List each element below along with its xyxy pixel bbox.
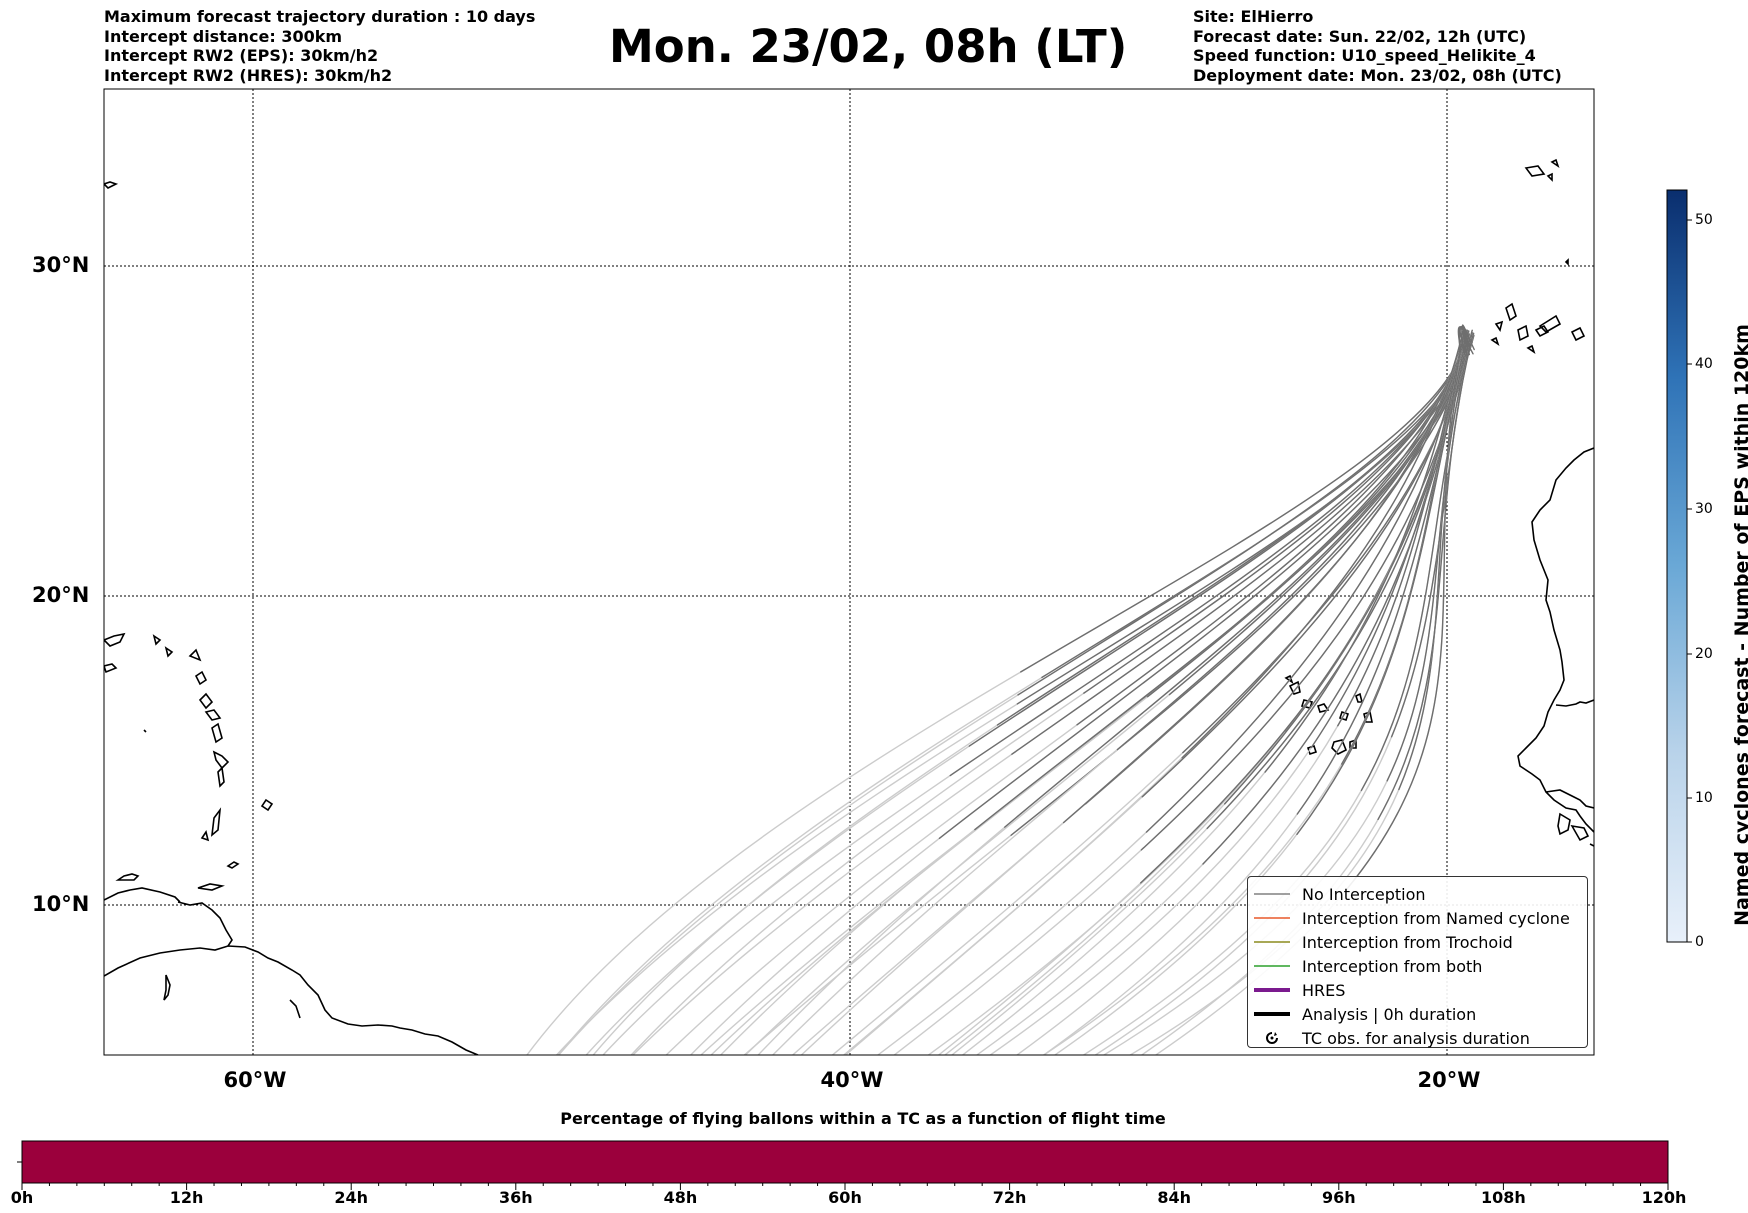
colorbar-tick: 20 — [1695, 646, 1713, 662]
intercept-distance-text: Intercept distance: 300km — [104, 26, 343, 46]
trajectory-line-recent — [791, 329, 1465, 1055]
cyclone-icon — [1254, 1030, 1290, 1046]
time-tick-label: 24h — [334, 1188, 369, 1207]
time-tick-label: 72h — [992, 1188, 1027, 1207]
lat-label-30n: 30°N — [32, 253, 90, 277]
time-tick-label: 120h — [1641, 1188, 1687, 1207]
site-text: Site: ElHierro — [1193, 7, 1314, 26]
lat-label-10n: 10°N — [32, 892, 90, 916]
time-bar-fill — [21, 1140, 1669, 1184]
trajectory-line-recent — [710, 333, 1463, 1055]
trajectory-line-recent — [1042, 334, 1464, 1055]
forecast-info: Site: ElHierro Forecast date: Sun. 22/02… — [1193, 7, 1562, 85]
trajectory-line-recent — [842, 331, 1464, 1055]
time-tick-label: 108h — [1480, 1188, 1526, 1207]
intercept-hres-text: Intercept RW2 (HRES): 30km/h2 — [104, 65, 393, 85]
trajectory-line-recent — [1102, 337, 1473, 1055]
colorbar — [1666, 189, 1692, 943]
trajectory-line-recent — [743, 332, 1474, 1055]
trajectory-line-recent — [988, 330, 1470, 1055]
trajectory-line-recent — [1042, 329, 1473, 1055]
deployment-date-text: Deployment date: Mon. 23/02, 08h (UTC) — [1193, 65, 1562, 85]
max-duration-text: Maximum forecast trajectory duration : 1… — [104, 7, 536, 26]
trajectory-line-recent — [1154, 333, 1465, 1055]
page-title: Mon. 23/02, 08h (LT) — [609, 20, 1128, 73]
time-tick-label: 12h — [169, 1188, 204, 1207]
coastlines — [104, 158, 1594, 1055]
colorbar-tick: 30 — [1695, 501, 1713, 517]
trajectory-line-recent — [700, 340, 1466, 1055]
colorbar-tick: 0 — [1695, 934, 1704, 950]
colorbar-tick: 50 — [1695, 212, 1713, 228]
trajectory-line-recent — [876, 340, 1469, 1055]
lon-label-60w: 60°W — [223, 1068, 287, 1092]
time-tick-label: 0h — [10, 1188, 34, 1207]
trajectory-line-recent — [757, 339, 1470, 1055]
lon-label-40w: 40°W — [820, 1068, 884, 1092]
trajectory-line-recent — [557, 337, 1473, 1055]
legend-item-both: Interception from both — [1254, 956, 1483, 976]
trajectory-line-recent — [630, 334, 1466, 1055]
timebar-title: Percentage of flying ballons within a TC… — [560, 1109, 1166, 1128]
legend-item-analysis: Analysis | 0h duration — [1254, 1004, 1477, 1024]
trajectory-line-recent — [1461, 324, 1471, 347]
trajectory-line-recent — [800, 329, 1468, 1055]
legend-item-tc-obs: TC obs. for analysis duration — [1248, 1026, 1530, 1050]
legend-item-hres: HRES — [1254, 980, 1346, 1000]
speed-function-text: Speed function: U10_speed_Helikite_4 — [1193, 46, 1536, 65]
time-tick-label: 96h — [1321, 1188, 1356, 1207]
time-tick-label: 48h — [663, 1188, 698, 1207]
map-legend: No Interception Interception from Named … — [1247, 876, 1588, 1048]
trajectory-line-recent — [602, 332, 1469, 1055]
colorbar-tick: 10 — [1695, 790, 1713, 806]
lat-label-20n: 20°N — [32, 583, 90, 607]
legend-item-named-cyclone: Interception from Named cyclone — [1254, 908, 1570, 928]
intercept-eps-text: Intercept RW2 (EPS): 30km/h2 — [104, 46, 379, 65]
trajectory-line-recent — [632, 333, 1475, 1055]
legend-item-trochoid: Interception from Trochoid — [1254, 932, 1513, 952]
forecast-date-text: Forecast date: Sun. 22/02, 12h (UTC) — [1193, 26, 1527, 46]
trajectory-line-recent — [961, 335, 1466, 1055]
time-bar — [17, 1140, 1669, 1190]
trajectory-line-recent — [665, 332, 1468, 1055]
trajectory-line-recent — [1015, 329, 1467, 1055]
trajectory-line-recent — [1458, 327, 1469, 356]
trajectory-line-recent — [557, 335, 1470, 1055]
trajectory-line-recent — [1053, 332, 1469, 1055]
run-parameters: Maximum forecast trajectory duration : 1… — [104, 7, 535, 85]
trajectory-line-recent — [1140, 338, 1473, 1055]
trajectory-line-recent — [592, 333, 1472, 1055]
lon-label-20w: 20°W — [1417, 1068, 1481, 1092]
trajectory-ensemble — [526, 324, 1475, 1055]
time-tick-label: 84h — [1157, 1188, 1192, 1207]
time-tick-label: 60h — [828, 1188, 862, 1207]
legend-item-no-interception: No Interception — [1254, 884, 1426, 904]
colorbar-tick: 40 — [1695, 356, 1713, 372]
trajectory-line-recent — [526, 335, 1469, 1055]
time-tick-label: 36h — [498, 1188, 533, 1207]
